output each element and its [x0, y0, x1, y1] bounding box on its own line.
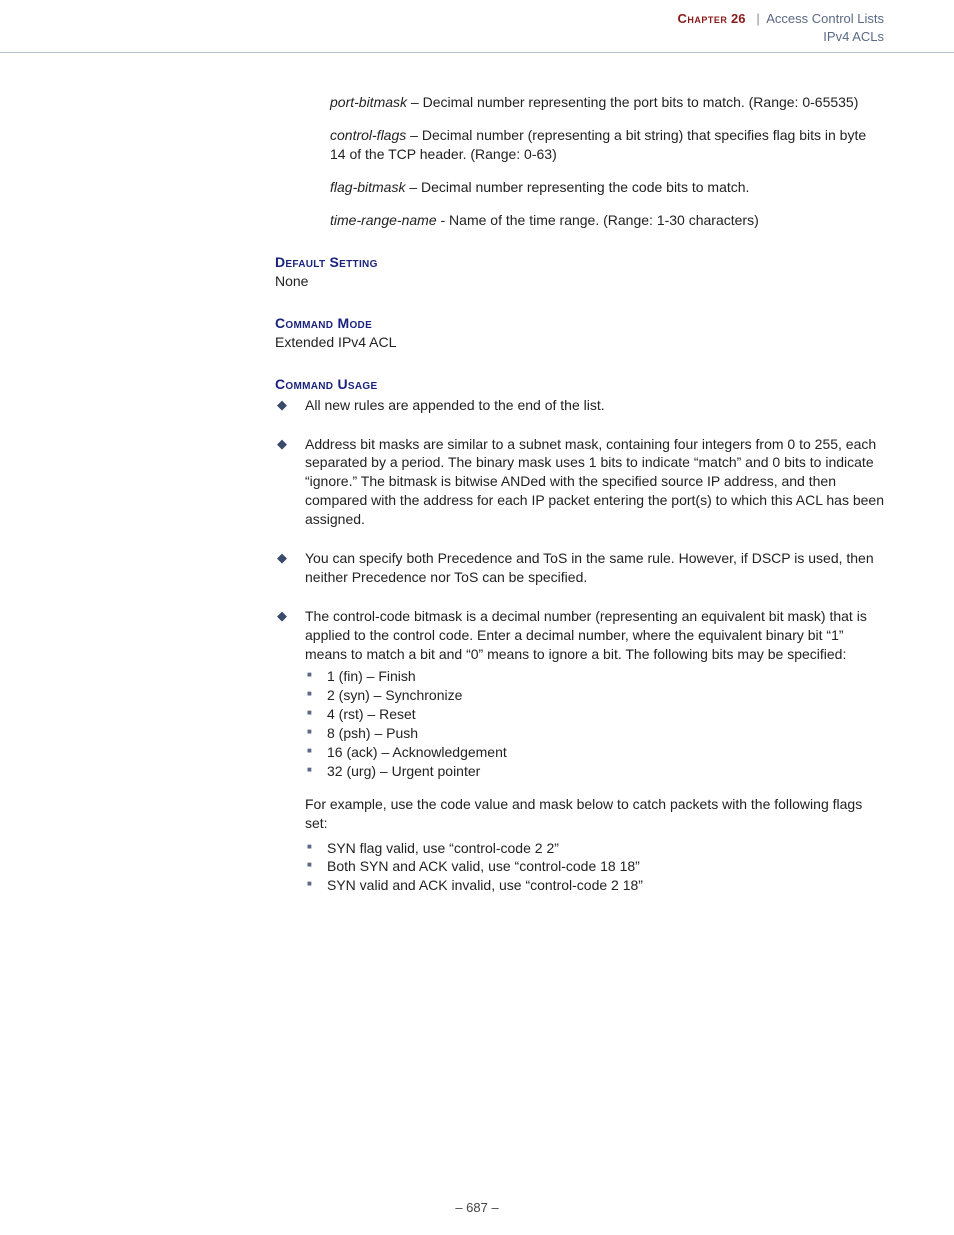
page-number: – 687 –	[0, 1200, 954, 1215]
param-term: flag-bitmask	[330, 179, 405, 195]
chapter-title: Access Control Lists	[766, 11, 884, 26]
heading-command-mode: Command Mode	[275, 315, 884, 331]
param-flag-bitmask: flag-bitmask – Decimal number representi…	[330, 178, 884, 197]
heading-command-usage: Command Usage	[275, 376, 884, 392]
example-item: Both SYN and ACK valid, use “control-cod…	[305, 857, 884, 876]
param-term: port-bitmask	[330, 94, 407, 110]
param-term: control-flags	[330, 127, 406, 143]
param-time-range-name: time-range-name - Name of the time range…	[330, 211, 884, 230]
usage-bullet-intro: The control-code bitmask is a decimal nu…	[305, 608, 867, 662]
chapter-subtitle: IPv4 ACLs	[70, 28, 884, 46]
example-item: SYN flag valid, use “control-code 2 2”	[305, 839, 884, 858]
bit-list: 1 (fin) – Finish 2 (syn) – Synchronize 4…	[305, 667, 884, 780]
param-desc: – Decimal number representing the code b…	[405, 179, 749, 195]
usage-bullet-control-code: The control-code bitmask is a decimal nu…	[275, 607, 884, 895]
chapter-number: 26	[731, 11, 745, 26]
bit-item: 32 (urg) – Urgent pointer	[305, 762, 884, 781]
bit-item: 2 (syn) – Synchronize	[305, 686, 884, 705]
bit-item: 8 (psh) – Push	[305, 724, 884, 743]
bit-item: 4 (rst) – Reset	[305, 705, 884, 724]
header-separator: |	[756, 11, 759, 26]
bit-item: 1 (fin) – Finish	[305, 667, 884, 686]
example-list: SYN flag valid, use “control-code 2 2” B…	[305, 839, 884, 896]
page-header: Chapter 26 | Access Control Lists IPv4 A…	[0, 0, 954, 53]
usage-bullet: All new rules are appended to the end of…	[275, 396, 884, 415]
command-mode-body: Extended IPv4 ACL	[275, 333, 884, 352]
example-intro: For example, use the code value and mask…	[305, 795, 884, 833]
page-content: port-bitmask – Decimal number representi…	[0, 53, 954, 895]
param-desc: – Decimal number (representing a bit str…	[330, 127, 866, 162]
heading-default-setting: Default Setting	[275, 254, 884, 270]
param-port-bitmask: port-bitmask – Decimal number representi…	[330, 93, 884, 112]
param-desc: - Name of the time range. (Range: 1-30 c…	[437, 212, 759, 228]
default-setting-body: None	[275, 272, 884, 291]
header-line-1: Chapter 26 | Access Control Lists	[70, 10, 884, 28]
param-term: time-range-name	[330, 212, 437, 228]
chapter-label: Chapter	[678, 11, 728, 26]
usage-bullet: Address bit masks are similar to a subne…	[275, 435, 884, 529]
param-control-flags: control-flags – Decimal number (represen…	[330, 126, 884, 164]
param-desc: – Decimal number representing the port b…	[407, 94, 858, 110]
usage-bullet: You can specify both Precedence and ToS …	[275, 549, 884, 587]
example-item: SYN valid and ACK invalid, use “control-…	[305, 876, 884, 895]
command-usage-list: All new rules are appended to the end of…	[275, 396, 884, 896]
bit-item: 16 (ack) – Acknowledgement	[305, 743, 884, 762]
